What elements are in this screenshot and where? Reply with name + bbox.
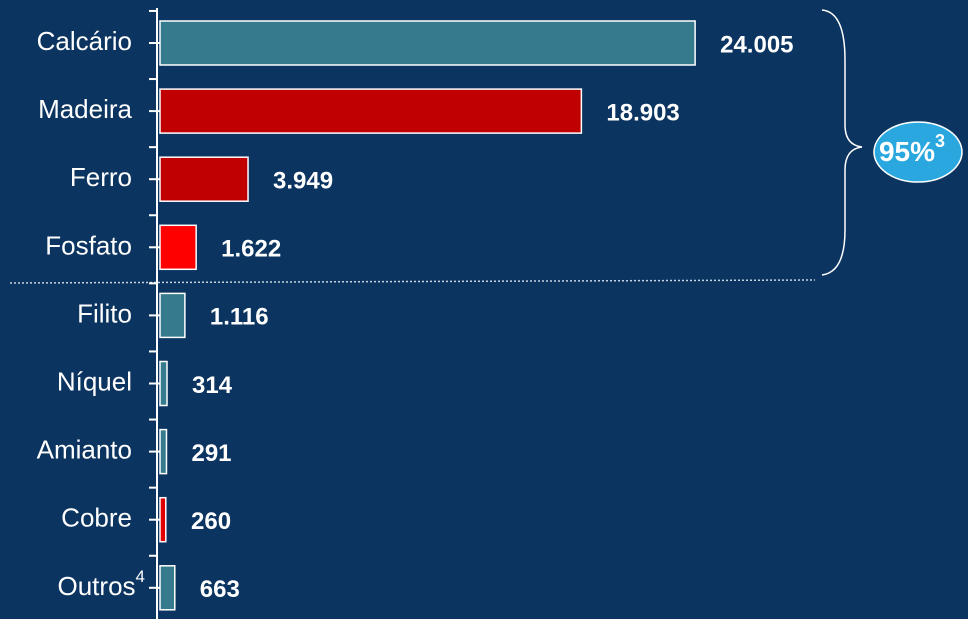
value-label: 1.116 <box>210 304 269 331</box>
value-label: 314 <box>192 372 233 399</box>
value-label: 260 <box>191 508 231 535</box>
category-label: Fosfato <box>45 230 132 260</box>
category-name: Outros <box>58 571 136 601</box>
category-label: Níquel <box>57 366 132 396</box>
category-name: Madeira <box>38 94 132 124</box>
category-label: Madeira <box>38 94 132 124</box>
value-label: 663 <box>200 576 240 603</box>
category-name: Calcário <box>37 26 132 56</box>
bar <box>159 496 167 543</box>
category-label: Amianto <box>37 434 132 464</box>
bar <box>159 360 168 407</box>
brace <box>821 9 863 276</box>
category-label: Calcário <box>37 26 132 56</box>
bar <box>159 292 186 339</box>
category-name: Filito <box>77 298 132 328</box>
bar <box>159 565 176 611</box>
callout <box>873 121 963 183</box>
bar <box>159 428 168 475</box>
category-name: Ferro <box>70 162 132 192</box>
callout-label: 95%3 <box>879 131 945 168</box>
category-name: Níquel <box>57 366 132 396</box>
category-name: Cobre <box>61 503 132 533</box>
category-label: Ferro <box>70 162 132 192</box>
value-label: 18.903 <box>606 99 679 126</box>
value-label: 3.949 <box>273 168 333 195</box>
callout-text: 95% <box>879 136 935 167</box>
value-label: 291 <box>191 440 231 467</box>
value-label: 1.622 <box>221 236 281 263</box>
bar <box>159 156 249 202</box>
bar <box>159 20 696 66</box>
category-label: Filito <box>77 298 132 328</box>
category-superscript: 4 <box>136 567 145 586</box>
category-label: Cobre <box>61 503 132 533</box>
category-name: Fosfato <box>45 230 132 260</box>
bar <box>159 88 583 134</box>
category-name: Amianto <box>37 434 132 464</box>
value-label: 24.005 <box>720 31 793 58</box>
category-label: Outros4 <box>58 567 146 600</box>
bar <box>159 224 197 271</box>
callout-superscript: 3 <box>935 131 945 151</box>
